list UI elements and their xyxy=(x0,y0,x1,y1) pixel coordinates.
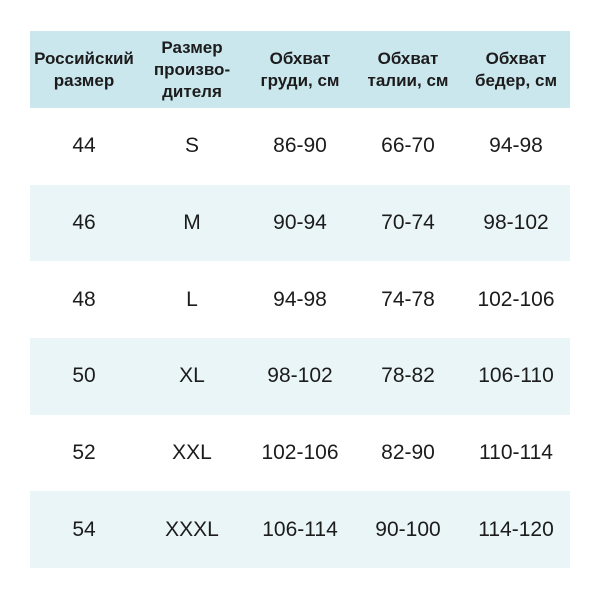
size-table: Российский размер Размер произво- дителя… xyxy=(30,31,570,569)
table-row: 46 M 90-94 70-74 98-102 xyxy=(30,184,570,262)
header-cell-waist: Обхват талии, см xyxy=(367,48,449,90)
cell-manufacturer-size: XXXL xyxy=(165,517,219,541)
cell-russian-size: 54 xyxy=(72,517,96,541)
cell-russian-size: 44 xyxy=(72,134,96,158)
cell-hips: 102-106 xyxy=(477,287,555,311)
cell-russian-size: 48 xyxy=(72,287,96,311)
cell-waist: 82-90 xyxy=(381,441,435,465)
cell-waist: 66-70 xyxy=(381,134,435,158)
cell-manufacturer-size: M xyxy=(183,211,201,235)
cell-hips: 98-102 xyxy=(483,211,549,235)
cell-manufacturer-size: S xyxy=(184,134,199,158)
table-row: 44 S 86-90 66-70 94-98 xyxy=(30,108,570,185)
cell-manufacturer-size: XXL xyxy=(172,441,212,465)
cell-hips: 106-110 xyxy=(478,364,554,388)
cell-waist: 90-100 xyxy=(375,517,441,541)
table-row: 52 XXL 102-106 82-90 110-114 xyxy=(30,415,570,492)
cell-chest: 98-102 xyxy=(267,364,333,388)
cell-hips: 94-98 xyxy=(489,134,543,158)
cell-waist: 70-74 xyxy=(381,211,435,235)
header-cell-chest: Обхват груди, см xyxy=(260,48,340,90)
cell-chest: 86-90 xyxy=(273,134,327,158)
cell-waist: 74-78 xyxy=(381,287,435,311)
cell-chest: 106-114 xyxy=(262,517,338,541)
cell-waist: 78-82 xyxy=(381,364,435,388)
header-cell-manufacturer-size: Размер произво- дителя xyxy=(153,37,231,101)
header-cell-russian-size: Российский размер xyxy=(34,48,134,90)
cell-manufacturer-size: XL xyxy=(179,364,205,388)
table-row: 50 XL 98-102 78-82 106-110 xyxy=(30,338,570,415)
table-row: 48 L 94-98 74-78 102-106 xyxy=(30,261,570,338)
cell-russian-size: 52 xyxy=(72,441,96,465)
cell-chest: 102-106 xyxy=(261,441,339,465)
table-row: 54 XXXL 106-114 90-100 114-120 xyxy=(30,491,570,569)
cell-hips: 110-114 xyxy=(479,441,553,465)
table-header-row: Российский размер Размер произво- дителя… xyxy=(30,31,570,108)
header-cell-hips: Обхват бедер, см xyxy=(474,48,558,90)
cell-hips: 114-120 xyxy=(478,517,554,541)
cell-chest: 94-98 xyxy=(273,287,327,311)
cell-russian-size: 50 xyxy=(72,364,96,388)
cell-manufacturer-size: L xyxy=(186,287,198,311)
cell-chest: 90-94 xyxy=(273,211,327,235)
cell-russian-size: 46 xyxy=(72,211,96,235)
